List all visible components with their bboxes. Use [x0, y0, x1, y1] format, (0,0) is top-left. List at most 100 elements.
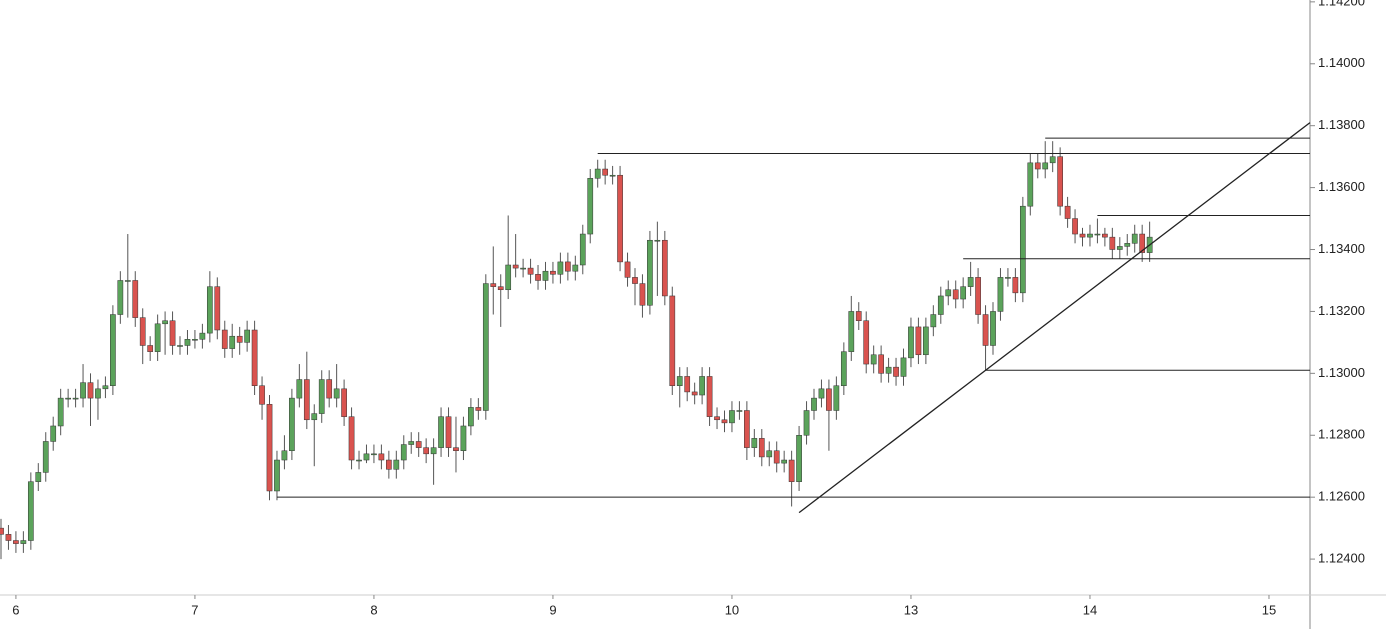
- x-tick-label: 10: [725, 602, 739, 617]
- candle-body: [520, 267, 526, 270]
- candle-body: [594, 168, 601, 179]
- candle-body: [818, 388, 825, 399]
- candle-body: [221, 329, 228, 349]
- candle-body: [236, 335, 243, 343]
- candle-body: [1094, 233, 1101, 236]
- candle-body: [803, 410, 810, 436]
- trendline: [798, 122, 1311, 514]
- candle-body: [1057, 156, 1063, 207]
- y-tick-label: 1.13800: [1318, 117, 1365, 132]
- candle-body: [542, 270, 549, 281]
- candle-body: [1019, 205, 1026, 294]
- candle-body: [80, 382, 86, 399]
- candle-body: [341, 388, 347, 417]
- candle-body: [773, 450, 780, 464]
- y-tick-label: 1.14000: [1318, 55, 1365, 70]
- candle-body: [714, 416, 720, 421]
- candle-body: [363, 453, 370, 461]
- candle-body: [289, 397, 295, 451]
- candle-body: [1131, 233, 1138, 244]
- candle-body: [296, 379, 303, 399]
- candle-body: [1034, 162, 1041, 170]
- candle-body: [937, 295, 944, 315]
- candle-body: [691, 391, 698, 396]
- candle-body: [647, 239, 653, 306]
- candle-body: [967, 277, 974, 287]
- y-tick-label: 1.13400: [1318, 241, 1365, 256]
- x-tick-label: 9: [549, 602, 556, 617]
- candle-body: [326, 379, 333, 399]
- candle-body: [654, 239, 661, 242]
- candle-body: [617, 174, 623, 263]
- candle-body: [960, 286, 967, 300]
- candle-body: [192, 339, 198, 341]
- candle-body: [602, 168, 609, 176]
- candle-body: [870, 354, 877, 365]
- candle-body: [497, 286, 504, 291]
- candle-body: [699, 376, 705, 396]
- candle-body: [1005, 277, 1011, 279]
- candle-body: [468, 407, 474, 427]
- candle-body: [50, 425, 57, 442]
- candle-body: [1064, 205, 1071, 219]
- candle-body: [453, 447, 459, 451]
- candle-body: [1042, 162, 1049, 170]
- candle-body: [27, 481, 34, 541]
- candle-body: [124, 280, 131, 282]
- candle-body: [333, 388, 340, 399]
- candle-body: [214, 286, 221, 331]
- candle-body: [460, 425, 467, 451]
- candle-body: [423, 447, 429, 455]
- candle-body: [35, 472, 42, 482]
- candle-body: [1027, 162, 1034, 207]
- x-tick-label: 7: [191, 602, 198, 617]
- candle-body: [900, 357, 907, 377]
- y-tick-label: 1.13600: [1318, 179, 1365, 194]
- candle-body: [632, 277, 638, 284]
- candle-body: [177, 345, 183, 347]
- candle-body: [102, 385, 109, 390]
- candle-body: [251, 329, 258, 386]
- candle-body: [229, 335, 236, 349]
- candle-body: [266, 404, 273, 492]
- candle-body: [393, 459, 400, 470]
- candle-body: [199, 332, 206, 340]
- candle-body: [1049, 156, 1056, 164]
- candle-body: [908, 326, 914, 359]
- candle-body: [796, 435, 802, 482]
- candle-body: [154, 323, 161, 352]
- candle-body: [184, 339, 191, 346]
- y-tick-label: 1.13000: [1318, 365, 1365, 380]
- candle-body: [758, 438, 765, 458]
- candle-body: [386, 459, 392, 470]
- candle-body: [624, 261, 631, 278]
- candle-body: [65, 397, 71, 400]
- y-tick-label: 1.12800: [1318, 427, 1365, 442]
- candle-body: [811, 397, 817, 411]
- x-tick-label: 14: [1083, 602, 1097, 617]
- candle-body: [162, 320, 168, 325]
- candle-body: [863, 320, 870, 365]
- candle-body: [855, 311, 862, 321]
- candle-body: [318, 379, 325, 414]
- candle-body: [639, 283, 646, 306]
- candle-body: [512, 264, 519, 269]
- candle-body: [952, 289, 959, 300]
- candle-body: [244, 329, 250, 343]
- candle-body: [132, 280, 139, 318]
- candle-body: [206, 286, 213, 334]
- candle-body: [535, 274, 541, 281]
- candle-body: [0, 527, 4, 535]
- candle-body: [482, 283, 489, 411]
- candle-body: [1124, 243, 1131, 247]
- candle-body: [766, 450, 773, 458]
- candle-body: [706, 376, 713, 417]
- candle-body: [788, 459, 795, 482]
- candle-body: [527, 267, 534, 275]
- candle-body: [415, 441, 422, 448]
- candle-body: [348, 416, 355, 461]
- candle-body: [565, 261, 571, 272]
- candle-body: [5, 534, 12, 541]
- candle-body: [826, 388, 832, 411]
